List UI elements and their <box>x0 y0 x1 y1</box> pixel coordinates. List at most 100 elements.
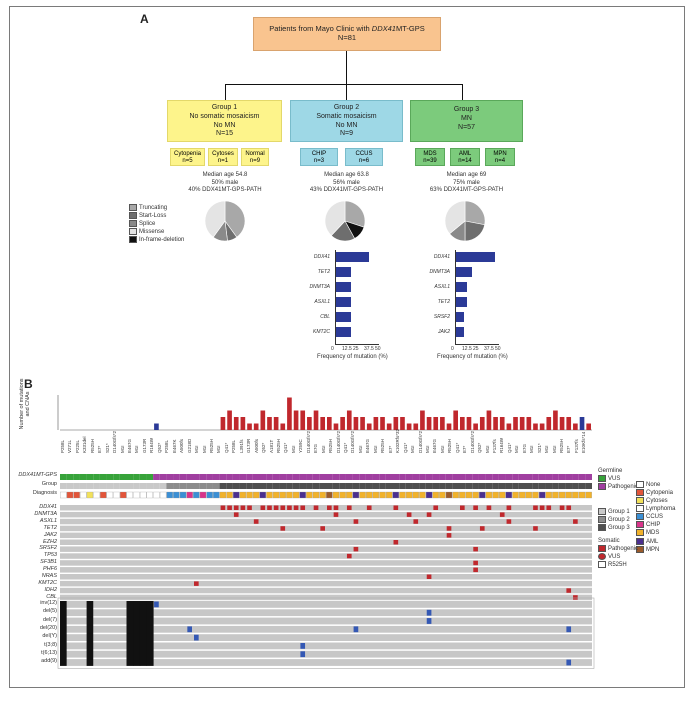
germline-cell <box>485 474 493 480</box>
variant-label: Y259C <box>298 439 304 453</box>
diagnosis-cell <box>113 491 120 499</box>
diagnosis-cell <box>399 491 406 499</box>
mutation-mark <box>446 526 452 531</box>
diagnosis-cell <box>532 491 539 499</box>
group-cell <box>279 483 287 489</box>
variant-label: R525H <box>328 438 334 453</box>
cna-mark <box>566 626 572 633</box>
germline-cell <box>492 474 499 480</box>
group-cell <box>552 483 559 489</box>
count-bar <box>240 417 246 430</box>
germline-cell <box>399 474 406 480</box>
variant-label: E467G <box>365 438 371 453</box>
variant-label: R525H <box>275 438 281 453</box>
cohort-title: Patients from Mayo Clinic with DDX41MT-G… <box>269 24 425 33</box>
cna-inv-block <box>146 601 154 666</box>
mutation-mark <box>393 540 399 545</box>
cna-inv-block <box>133 601 141 666</box>
count-bar <box>320 417 325 430</box>
variant-label: D140Gfs*2 <box>112 430 118 453</box>
count-bar <box>300 410 306 430</box>
group-cell <box>113 483 120 489</box>
frequency-bar <box>456 327 464 337</box>
diagnosis-cell <box>419 491 426 499</box>
diagnosis-cell <box>199 491 207 499</box>
diagnosis-cell <box>339 491 346 499</box>
germline-cell <box>79 474 87 480</box>
gene-row-bg <box>60 546 592 552</box>
group-cell <box>146 483 154 489</box>
variant-label: E7* <box>97 445 103 453</box>
count-bar <box>453 410 458 430</box>
frequency-bar <box>336 267 351 277</box>
variant-label: G173R <box>141 438 147 453</box>
germline-cell <box>352 474 360 480</box>
count-bar <box>473 423 478 430</box>
count-bar <box>287 397 292 430</box>
group-cell <box>259 483 267 489</box>
count-bar <box>293 410 299 430</box>
group-cell <box>405 483 413 489</box>
diagnosis-cell <box>379 491 386 499</box>
bar-tick-label: 0 <box>451 346 454 352</box>
count-bar <box>227 410 232 430</box>
count-bar <box>553 410 558 430</box>
group-cell <box>392 483 400 489</box>
diagnosis-cell <box>100 491 107 499</box>
connector-group3 <box>462 84 463 100</box>
cna-inv-block <box>139 601 147 666</box>
germline-cell <box>113 474 120 480</box>
diagnosis-cell <box>206 491 213 499</box>
group-cell <box>159 483 167 489</box>
germline-cell <box>126 474 134 480</box>
group-cell <box>465 483 473 489</box>
group-legend: Group 1 Group 2 Group 3 <box>598 508 630 532</box>
germline-cell <box>306 474 313 480</box>
cna-row-bg <box>60 650 592 658</box>
group-cell <box>239 483 247 489</box>
mutation-mark <box>333 505 339 510</box>
mutation-mark <box>446 533 452 538</box>
cna-mark <box>426 609 432 616</box>
mutation-mark <box>473 546 478 552</box>
cna-row-label: del(7) <box>42 616 57 623</box>
group-cell <box>166 483 174 489</box>
germline-cell <box>93 474 100 480</box>
cna-inv-block <box>126 601 134 666</box>
pie-slice <box>464 200 486 226</box>
variant-label: S21* <box>536 443 542 453</box>
mutation-mark <box>566 505 572 510</box>
germline-cell <box>365 474 373 480</box>
cna-row-label: del(5) <box>42 608 57 615</box>
germline-cell <box>459 474 466 480</box>
cna-row-label: inv(12) <box>40 600 57 606</box>
group-cell <box>60 483 67 489</box>
frequency-bar <box>336 312 351 322</box>
variant-label: G218D <box>186 438 192 453</box>
mutation-mark <box>280 526 286 531</box>
diagnosis-cell <box>405 491 413 499</box>
bar-tick-label: 12.5 <box>462 346 472 352</box>
subgroup-mds: MDS n=39 <box>415 148 445 166</box>
mutation-mark <box>473 567 478 573</box>
count-bar <box>559 417 565 430</box>
subgroup-mpn: MPN n=4 <box>485 148 515 166</box>
diagnosis-cell <box>133 491 140 499</box>
mutation-mark <box>499 512 505 517</box>
mutation-mark <box>473 560 478 566</box>
gene-row-bg <box>60 594 592 601</box>
germline-cell <box>292 474 300 480</box>
group2-box: Group 2 Somatic mosaicism No MN N=9 <box>290 100 403 142</box>
germline-cell <box>558 474 566 480</box>
variant-label: Q41* <box>402 442 408 453</box>
variant-label: K331del <box>82 436 88 453</box>
diagnosis-cell <box>412 491 419 499</box>
group2-desc1: Somatic mosaicism <box>316 112 377 120</box>
variant-label: Q41* <box>454 442 460 453</box>
germline-cell <box>166 474 174 480</box>
germline-cell <box>232 474 240 480</box>
diagnosis-cell <box>558 491 566 499</box>
frequency-bar <box>456 282 467 292</box>
group-cell <box>492 483 499 489</box>
gene-row-bg <box>60 553 592 559</box>
